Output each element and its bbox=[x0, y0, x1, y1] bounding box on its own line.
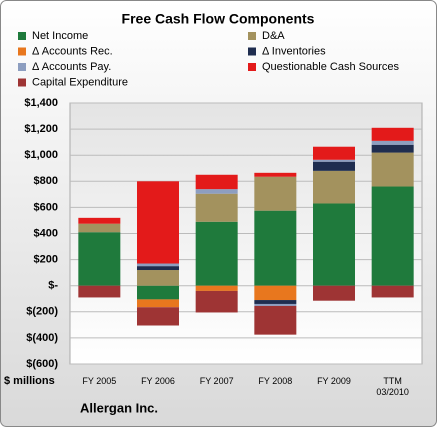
legend-label: D&A bbox=[262, 30, 285, 42]
bar-segment bbox=[137, 263, 179, 267]
bar-segment bbox=[371, 144, 414, 153]
legend-label: Net Income bbox=[32, 30, 88, 42]
legend-label: Questionable Cash Sources bbox=[262, 61, 399, 73]
bar-segment bbox=[137, 181, 179, 264]
x-tick-label: FY 2006 bbox=[141, 376, 175, 386]
bar-segment bbox=[313, 159, 355, 162]
bar-segment bbox=[371, 140, 414, 145]
bar-segment bbox=[254, 300, 297, 304]
y-tick-label: $1,200 bbox=[24, 123, 58, 135]
y-tick-label: $(400) bbox=[26, 332, 58, 344]
bar-segment bbox=[195, 221, 238, 286]
bar-segment bbox=[254, 176, 297, 211]
bar-segment bbox=[78, 285, 121, 298]
bar-segment bbox=[254, 172, 297, 177]
chart-title: Free Cash Flow Components bbox=[122, 11, 315, 27]
bar-segment bbox=[254, 285, 297, 301]
legend-label: Δ Accounts Rec. bbox=[32, 45, 113, 57]
bar-segment bbox=[313, 146, 355, 160]
bar-segment bbox=[137, 285, 179, 300]
legend-label: Capital Expenditure bbox=[32, 76, 128, 88]
x-tick-label: FY 2007 bbox=[199, 376, 234, 386]
y-tick-label: $200 bbox=[34, 254, 58, 266]
bar-segment bbox=[195, 193, 238, 222]
legend-swatch bbox=[18, 63, 26, 71]
x-tick-label: FY 2009 bbox=[317, 376, 351, 386]
bar-segment bbox=[371, 186, 414, 286]
legend-swatch bbox=[18, 32, 26, 40]
y-tick-label: $600 bbox=[34, 201, 58, 213]
bar-segment bbox=[195, 189, 238, 194]
legend-label: Δ Inventories bbox=[262, 45, 326, 57]
y-tick-label: $400 bbox=[34, 227, 58, 239]
legend-swatch bbox=[248, 63, 256, 71]
y-axis-label: $ millions bbox=[4, 375, 55, 387]
y-tick-label: $(200) bbox=[26, 306, 58, 318]
x-tick-label: FY 2005 bbox=[82, 376, 117, 386]
legend-swatch bbox=[18, 47, 26, 56]
bar-segment bbox=[78, 217, 121, 224]
legend-swatch bbox=[248, 47, 256, 56]
bar-segment bbox=[137, 299, 179, 308]
bar-segment bbox=[313, 161, 355, 171]
bar-segment bbox=[195, 290, 238, 313]
x-tick-label: FY 2008 bbox=[258, 376, 293, 386]
y-tick-label: $1,000 bbox=[24, 149, 58, 161]
bar-segment bbox=[254, 210, 297, 286]
bar-segment bbox=[137, 266, 179, 271]
legend-label: Δ Accounts Pay. bbox=[32, 61, 111, 73]
bar-segment bbox=[137, 307, 179, 326]
bar-segment bbox=[313, 285, 355, 301]
y-tick-label: $- bbox=[48, 280, 58, 292]
bar-segment bbox=[371, 127, 414, 141]
bar-segment bbox=[195, 285, 238, 291]
bar-segment bbox=[313, 170, 355, 204]
bar-segment bbox=[78, 223, 121, 233]
bar-segment bbox=[78, 232, 121, 286]
bar-segment bbox=[254, 305, 297, 335]
subtitle: Allergan Inc. bbox=[80, 400, 158, 415]
y-tick-label: $(600) bbox=[26, 358, 58, 370]
bar-segment bbox=[254, 303, 297, 306]
bar-segment bbox=[371, 285, 414, 298]
y-tick-label: $1,400 bbox=[24, 97, 58, 109]
bar-segment bbox=[137, 270, 179, 286]
x-tick-label: TTM 03/2010 bbox=[376, 376, 409, 397]
bar-segment bbox=[195, 174, 238, 190]
bar-segment bbox=[371, 152, 414, 187]
y-tick-label: $800 bbox=[34, 175, 58, 187]
legend-swatch bbox=[18, 78, 26, 87]
legend-swatch bbox=[248, 32, 256, 40]
bar-segment bbox=[313, 203, 355, 286]
